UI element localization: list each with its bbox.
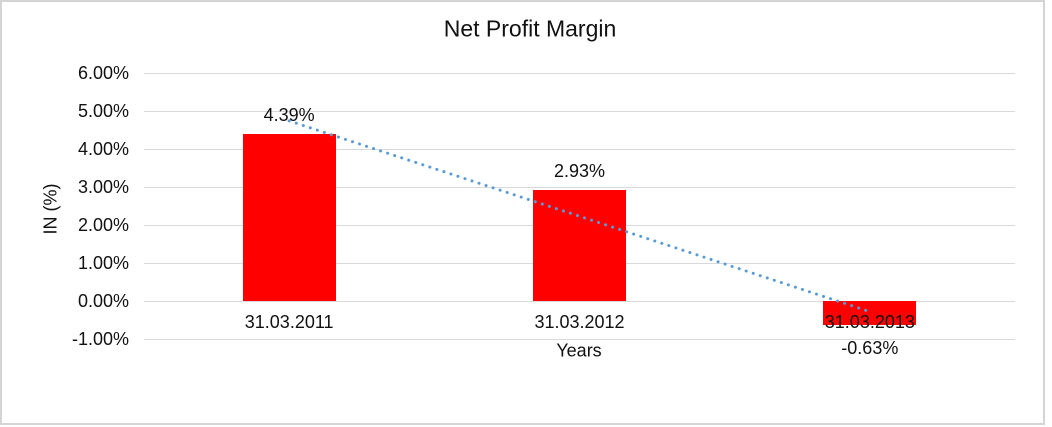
- y-tick-label: 0.00%: [77, 291, 129, 311]
- y-tick-label: -1.00%: [71, 329, 129, 349]
- gridline: [144, 339, 1015, 340]
- y-axis-title: IN (%): [40, 183, 61, 235]
- y-tick-label: 4.00%: [77, 139, 129, 159]
- gridline: [144, 111, 1015, 112]
- chart-title: Net Profit Margin: [443, 15, 617, 42]
- y-tick-label: 5.00%: [77, 101, 129, 121]
- category-label: 31.03.2013: [824, 312, 915, 332]
- y-tick-label: 2.00%: [77, 215, 129, 235]
- category-label: 31.03.2011: [244, 312, 334, 332]
- y-tick-label: 1.00%: [77, 253, 129, 273]
- data-label: 2.93%: [553, 160, 606, 181]
- bar: [533, 189, 626, 301]
- y-tick-label: 6.00%: [77, 63, 129, 83]
- data-label: 4.39%: [263, 105, 315, 126]
- y-tick-label: 3.00%: [77, 177, 129, 197]
- x-axis-title: Years: [556, 340, 602, 361]
- gridline: [144, 73, 1015, 74]
- category-label: 31.03.2012: [534, 312, 625, 332]
- data-label: -0.63%: [841, 337, 899, 358]
- bar: [242, 134, 336, 301]
